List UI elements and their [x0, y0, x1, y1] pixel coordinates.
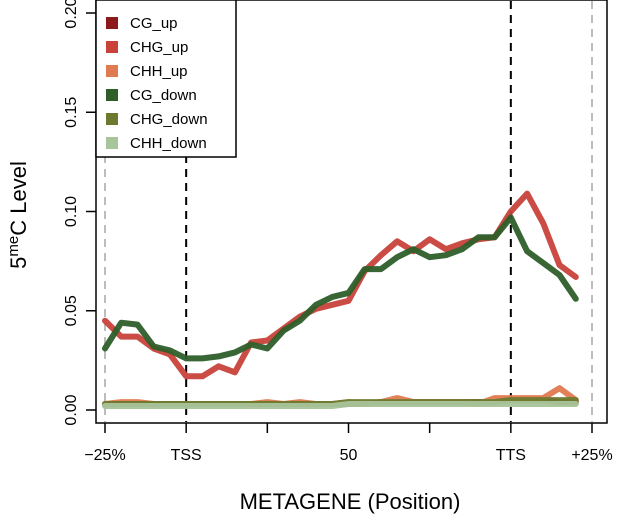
x-axis: −25% TSS 50 TTS +25% — [84, 423, 613, 464]
y-tick-label-2: 0.10 — [63, 196, 80, 227]
y-tick-label-1: 0.05 — [63, 295, 80, 326]
y-axis-title-rest: C Level — [6, 161, 31, 236]
legend-label-chh-up: CHH_up — [130, 63, 188, 80]
legend-label-chg-up: CHG_up — [130, 39, 188, 56]
x-axis-title: METAGENE (Position) — [240, 489, 461, 514]
legend-label-cg-up: CG_up — [130, 15, 178, 32]
y-tick-label-4: 0.20 — [63, 0, 80, 29]
y-tick-label-3: 0.15 — [63, 97, 80, 128]
y-axis: 0.00 0.05 0.10 0.15 0.20 — [63, 0, 96, 426]
y-axis-title: 5meC Level — [5, 161, 31, 269]
legend-label-chg-down: CHG_down — [130, 111, 208, 128]
legend-swatch-cg-down — [106, 89, 118, 101]
y-axis-title-base: 5 — [6, 257, 31, 269]
series-line-chh-down — [102, 401, 579, 409]
x-tick-label-5: TTS — [496, 447, 526, 464]
legend-label-chh-down: CHH_down — [130, 135, 207, 152]
legend-label-cg-down: CG_down — [130, 87, 197, 104]
legend: CG_up CHG_up CHH_up CG_down CHG_down CHH_down — [95, 0, 237, 158]
y-tick-label-0: 0.00 — [63, 394, 80, 425]
legend-swatch-chh-down — [106, 137, 118, 149]
legend-swatch-chg-up — [106, 41, 118, 53]
x-tick-label-6: +25% — [571, 447, 612, 464]
legend-swatch-chg-down — [106, 113, 118, 125]
series-line-cg-down — [102, 214, 579, 362]
legend-swatch-cg-up — [106, 17, 118, 29]
series-lines — [102, 190, 579, 409]
x-tick-label-1: TSS — [171, 447, 202, 464]
x-tick-label-3: 50 — [340, 447, 358, 464]
y-axis-title-superscript: me — [5, 236, 22, 257]
legend-box — [95, 0, 237, 158]
legend-swatch-chh-up — [106, 65, 118, 77]
x-tick-label-0: −25% — [84, 447, 125, 464]
